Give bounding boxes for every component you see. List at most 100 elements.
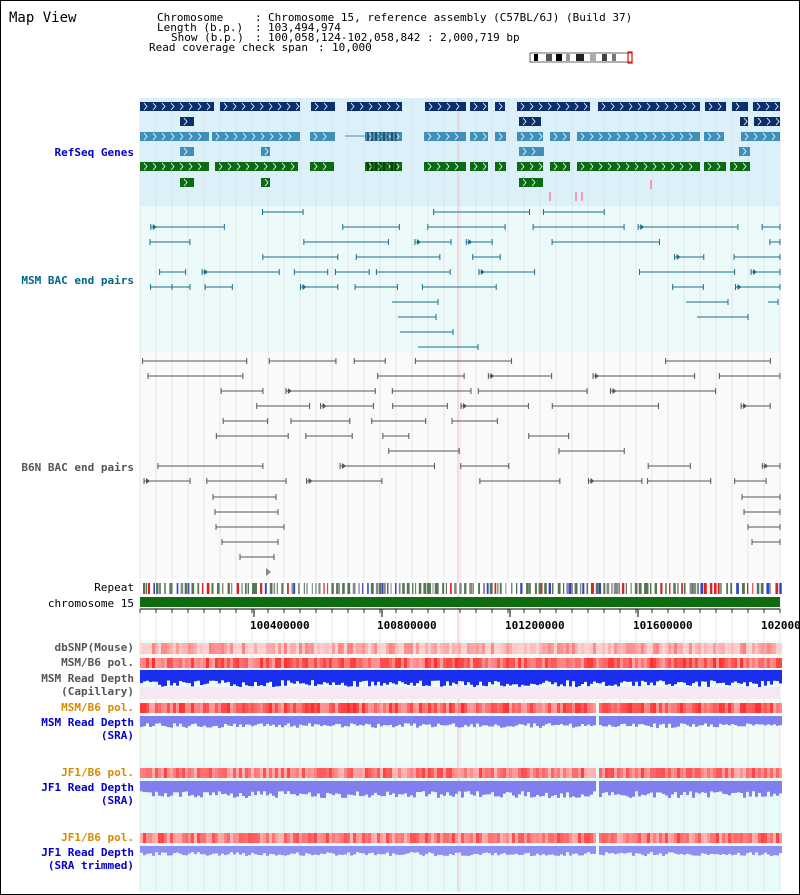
- dbsnp-cell: [473, 643, 476, 654]
- msm-depth-capillary-bar: [695, 670, 698, 682]
- jf1-b6-pol-2-cell: [560, 833, 563, 843]
- jf1-b6-pol-2-cell: [491, 833, 494, 843]
- msm-b6-pol-cell: [590, 658, 593, 668]
- jf1-depth-sra-bar: [359, 781, 362, 797]
- jf1-b6-pol-2-cell: [608, 833, 611, 843]
- track-label-msm-depth-cap-2: (Capillary): [61, 685, 134, 698]
- chromosome-bar[interactable]: [140, 597, 780, 607]
- msm-b6-pol-cell: [677, 658, 680, 668]
- repeat-element: [298, 583, 300, 594]
- jf1-depth-trim-bar: [653, 846, 656, 856]
- jf1-depth-trim-bar: [170, 846, 173, 856]
- msm-b6-pol-2-cell: [359, 703, 362, 713]
- msm-b6-pol-cell: [689, 658, 692, 668]
- msm-b6-pol-cell: [680, 658, 683, 668]
- msm-depth-capillary-bar: [416, 670, 419, 684]
- jf1-depth-sra-bar: [479, 781, 482, 797]
- track-label-msm-depth-cap-1: MSM Read Depth: [41, 672, 134, 685]
- msm-b6-pol-2-cell: [251, 703, 254, 713]
- repeat-element: [402, 583, 405, 594]
- msm-b6-pol-2-cell: [422, 703, 425, 713]
- jf1-b6-pol-cell: [455, 768, 458, 778]
- jf1-depth-sra-bar: [440, 781, 443, 795]
- jf1-depth-trim-bar: [545, 846, 548, 856]
- msm-depth-sra-bar: [593, 716, 596, 726]
- msm-depth-sra-bar: [764, 716, 767, 726]
- dbsnp-cell: [269, 643, 272, 654]
- msm-b6-pol-cell: [482, 658, 485, 668]
- msm-depth-sra-bar: [191, 716, 194, 725]
- jf1-depth-trim-bar: [449, 846, 452, 855]
- jf1-depth-trim-bar: [359, 846, 362, 854]
- jf1-depth-sra-bar: [758, 781, 761, 793]
- jf1-b6-pol-cell: [542, 768, 545, 778]
- jf1-depth-trim-bar: [626, 846, 629, 853]
- msm-b6-pol-cell: [281, 658, 284, 668]
- jf1-b6-pol-cell: [236, 768, 239, 778]
- msm-depth-capillary-bar: [644, 670, 647, 682]
- msm-depth-capillary-bar: [278, 670, 281, 687]
- dbsnp-cell: [260, 643, 263, 654]
- jf1-depth-trim-bar: [362, 846, 365, 854]
- msm-b6-pol-cell: [347, 658, 350, 668]
- jf1-b6-pol-cell: [335, 768, 338, 778]
- msm-depth-sra-bar: [317, 716, 320, 725]
- jf1-b6-pol-cell: [200, 768, 203, 778]
- msm-b6-pol-cell: [239, 658, 242, 668]
- chromosome-ideogram[interactable]: [529, 51, 633, 64]
- jf1-b6-pol-cell: [548, 768, 551, 778]
- jf1-depth-trim-bar: [272, 846, 275, 855]
- refseq-genes-track[interactable]: [140, 102, 780, 201]
- msm-b6-pol-2-cell: [305, 703, 308, 713]
- jf1-b6-pol-cell: [431, 768, 434, 778]
- polymorphism-and-depth-tracks[interactable]: [140, 643, 782, 856]
- msm-b6-pol-2-cell: [236, 703, 239, 713]
- msm-depth-sra-bar: [608, 716, 611, 725]
- dbsnp-cell: [458, 643, 461, 654]
- jf1-b6-pol-cell: [593, 768, 596, 778]
- msm-bac-end-pairs-track[interactable]: [149, 209, 781, 350]
- msm-b6-pol-2-cell: [722, 703, 725, 713]
- repeat-element: [526, 583, 529, 594]
- msm-b6-pol-2-cell: [179, 703, 182, 713]
- jf1-b6-pol-2-cell: [224, 833, 227, 843]
- jf1-depth-sra-bar: [374, 781, 377, 793]
- msm-b6-pol-cell: [563, 658, 566, 668]
- repeat-element: [590, 583, 594, 594]
- dbsnp-cell: [428, 643, 431, 654]
- msm-b6-pol-cell: [491, 658, 494, 668]
- b6n-bac-end-pairs-track[interactable]: [142, 358, 781, 576]
- msm-b6-pol-cell: [527, 658, 530, 668]
- dbsnp-cell: [221, 643, 224, 654]
- coverage-value: 10,000: [332, 41, 372, 54]
- msm-depth-sra-bar: [332, 716, 335, 726]
- repeat-element: [145, 583, 148, 594]
- dbsnp-cell: [665, 643, 668, 654]
- msm-b6-pol-cell: [410, 658, 413, 668]
- jf1-depth-sra-bar: [386, 781, 389, 792]
- msm-b6-pol-cell: [608, 658, 611, 668]
- jf1-depth-sra-bar: [542, 781, 545, 796]
- msm-b6-pol-cell: [539, 658, 542, 668]
- msm-depth-sra-bar: [152, 716, 155, 726]
- jf1-depth-sra-bar: [569, 781, 572, 798]
- msm-depth-sra-bar: [455, 716, 458, 727]
- repeat-element: [677, 583, 679, 594]
- dbsnp-cell: [338, 643, 341, 654]
- jf1-depth-sra-bar: [647, 781, 650, 794]
- jf1-depth-sra-bar: [395, 781, 398, 797]
- msm-b6-pol-cell: [611, 658, 614, 668]
- msm-b6-pol-2-cell: [587, 703, 590, 713]
- msm-b6-pol-2-cell: [539, 703, 542, 713]
- msm-b6-pol-cell: [443, 658, 446, 668]
- jf1-depth-sra-bar: [329, 781, 332, 794]
- jf1-b6-pol-cell: [659, 768, 662, 778]
- dbsnp-cell: [743, 643, 746, 654]
- jf1-b6-pol-2-cell: [545, 833, 548, 843]
- jf1-depth-sra-bar: [269, 781, 272, 794]
- jf1-b6-pol-cell: [344, 768, 347, 778]
- repeat-track[interactable]: [140, 583, 782, 594]
- msm-b6-pol-cell: [671, 658, 674, 668]
- jf1-depth-sra-bar: [182, 781, 185, 792]
